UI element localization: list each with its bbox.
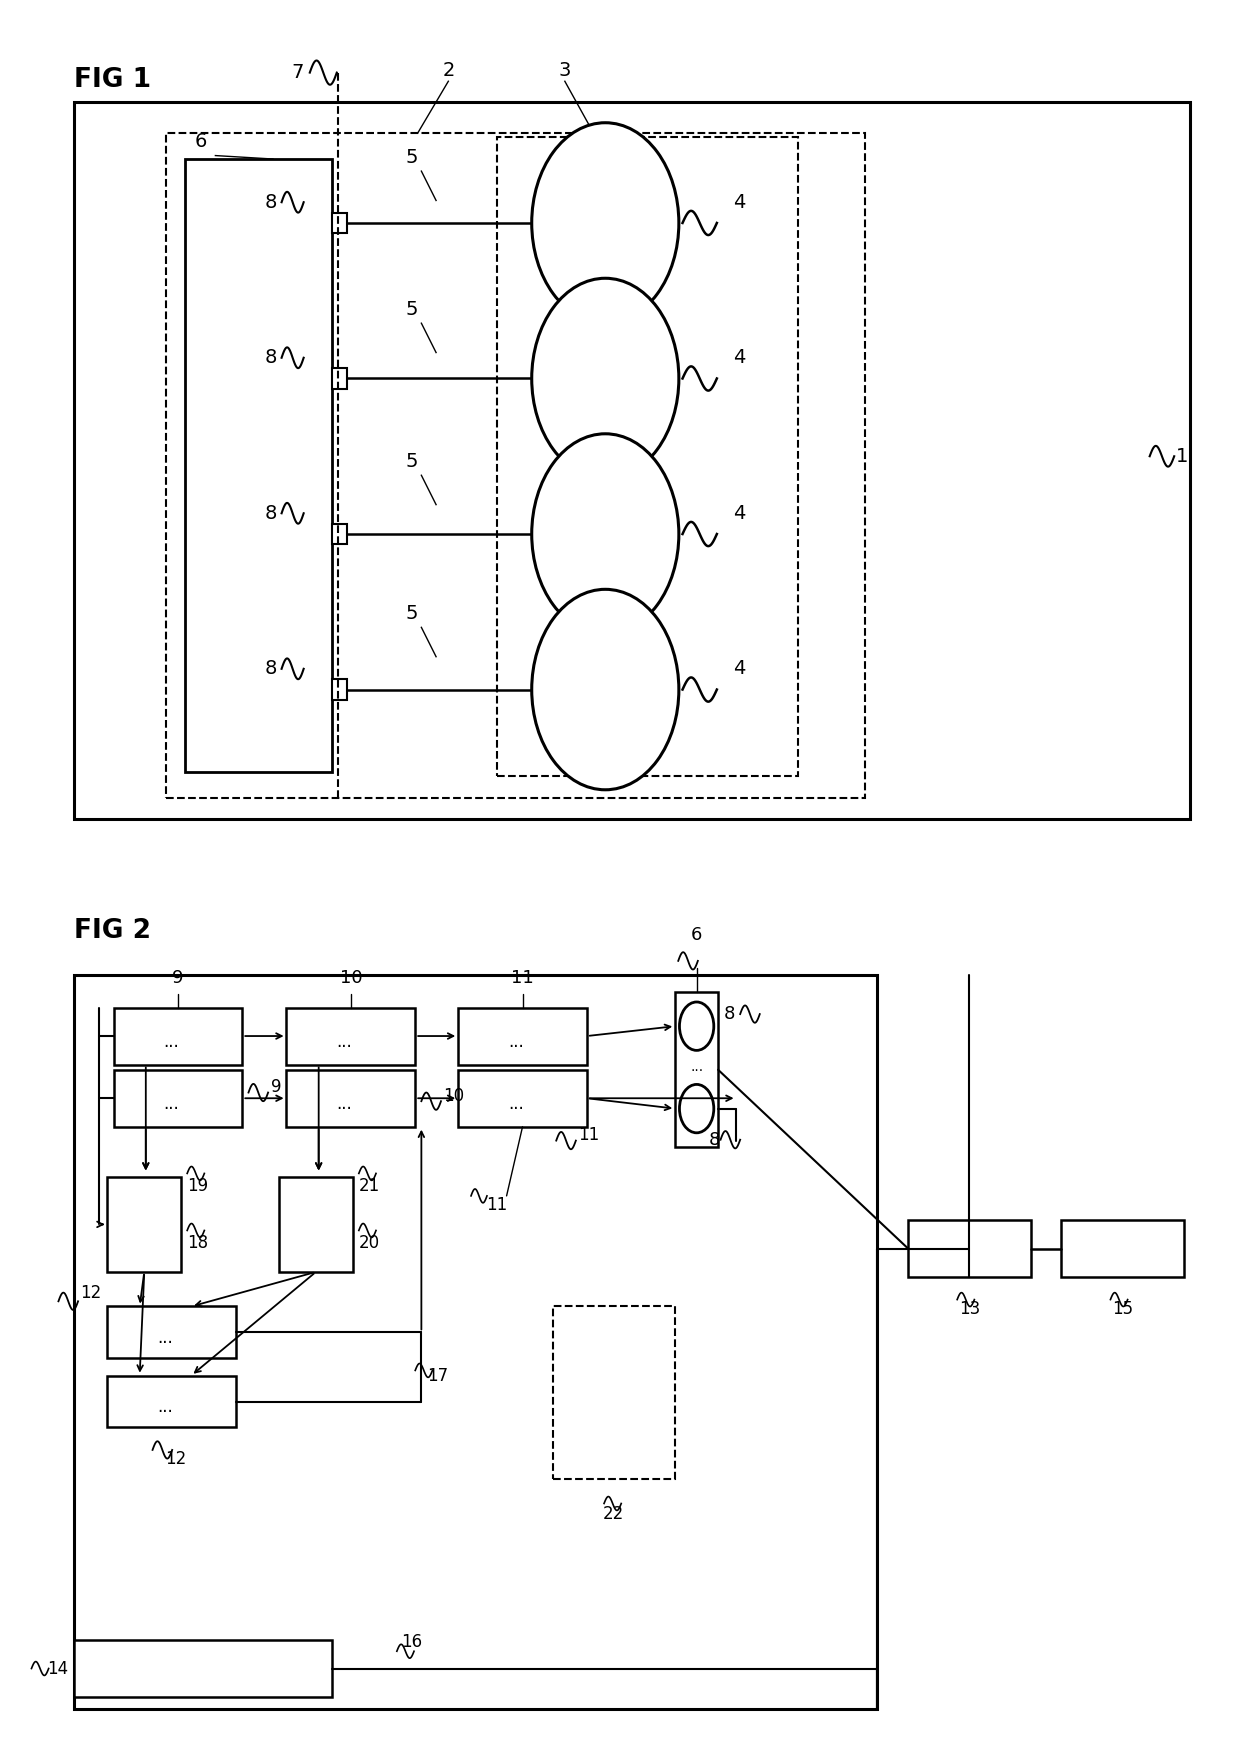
Text: 8: 8 [708, 1131, 719, 1148]
FancyBboxPatch shape [286, 1070, 415, 1127]
Text: 16: 16 [401, 1634, 422, 1651]
Ellipse shape [532, 589, 678, 789]
Text: 7: 7 [291, 63, 304, 82]
Text: 6: 6 [691, 925, 702, 944]
Text: 22: 22 [603, 1505, 625, 1523]
Text: 9: 9 [172, 969, 184, 986]
FancyBboxPatch shape [114, 1070, 242, 1127]
Text: 8: 8 [264, 348, 277, 368]
Text: ...: ... [336, 1033, 352, 1050]
Text: 8: 8 [264, 658, 277, 678]
Text: ...: ... [691, 1061, 703, 1075]
Text: 1: 1 [1176, 446, 1188, 465]
FancyBboxPatch shape [332, 368, 346, 388]
FancyBboxPatch shape [497, 136, 797, 775]
Text: 13: 13 [959, 1300, 980, 1317]
Text: 5: 5 [405, 451, 418, 470]
FancyBboxPatch shape [332, 524, 346, 545]
Text: ...: ... [508, 1033, 525, 1050]
FancyBboxPatch shape [74, 1639, 332, 1697]
FancyBboxPatch shape [185, 159, 332, 772]
Text: 4: 4 [733, 348, 745, 368]
FancyBboxPatch shape [108, 1376, 237, 1427]
FancyBboxPatch shape [908, 1219, 1030, 1277]
Text: 10: 10 [444, 1087, 465, 1104]
Text: 11: 11 [511, 969, 534, 986]
Text: 9: 9 [270, 1078, 281, 1096]
FancyBboxPatch shape [458, 1070, 587, 1127]
FancyBboxPatch shape [114, 1007, 242, 1064]
Text: 17: 17 [428, 1367, 449, 1385]
FancyBboxPatch shape [108, 1178, 181, 1272]
Text: 8: 8 [264, 193, 277, 213]
Text: 6: 6 [195, 132, 207, 152]
Text: 21: 21 [358, 1178, 381, 1195]
FancyBboxPatch shape [675, 991, 718, 1148]
Text: ...: ... [157, 1329, 174, 1347]
Text: ...: ... [336, 1096, 352, 1113]
Text: ...: ... [157, 1397, 174, 1416]
Text: ...: ... [164, 1033, 180, 1050]
Text: 5: 5 [405, 604, 418, 624]
Ellipse shape [532, 279, 678, 479]
Text: 8: 8 [264, 503, 277, 523]
FancyBboxPatch shape [166, 132, 866, 798]
FancyBboxPatch shape [458, 1007, 587, 1064]
Text: 10: 10 [340, 969, 362, 986]
Text: 11: 11 [578, 1127, 600, 1144]
Text: ...: ... [508, 1096, 525, 1113]
Ellipse shape [532, 122, 678, 324]
Text: 4: 4 [733, 503, 745, 523]
Text: 5: 5 [405, 148, 418, 167]
Text: FIG 2: FIG 2 [74, 918, 151, 944]
FancyBboxPatch shape [279, 1178, 352, 1272]
Text: 2: 2 [443, 61, 455, 80]
Circle shape [680, 1085, 714, 1132]
Text: 12: 12 [81, 1284, 102, 1301]
Text: ...: ... [164, 1096, 180, 1113]
FancyBboxPatch shape [332, 679, 346, 700]
FancyBboxPatch shape [553, 1306, 675, 1479]
Text: 8: 8 [724, 1005, 735, 1023]
Text: 12: 12 [165, 1449, 187, 1469]
Text: 15: 15 [1112, 1300, 1133, 1317]
Text: 3: 3 [559, 61, 570, 80]
FancyBboxPatch shape [108, 1306, 237, 1359]
Ellipse shape [532, 434, 678, 634]
Circle shape [680, 1002, 714, 1050]
FancyBboxPatch shape [332, 213, 346, 233]
Text: 20: 20 [358, 1233, 379, 1252]
Text: 14: 14 [47, 1660, 68, 1678]
FancyBboxPatch shape [1061, 1219, 1184, 1277]
Text: 11: 11 [486, 1197, 507, 1214]
Text: 18: 18 [187, 1233, 208, 1252]
FancyBboxPatch shape [74, 103, 1190, 819]
Text: 19: 19 [187, 1178, 208, 1195]
FancyBboxPatch shape [74, 976, 878, 1709]
Text: 4: 4 [733, 193, 745, 213]
Text: FIG 1: FIG 1 [74, 66, 151, 92]
FancyBboxPatch shape [286, 1007, 415, 1064]
Text: 5: 5 [405, 300, 418, 319]
Text: 4: 4 [733, 658, 745, 678]
